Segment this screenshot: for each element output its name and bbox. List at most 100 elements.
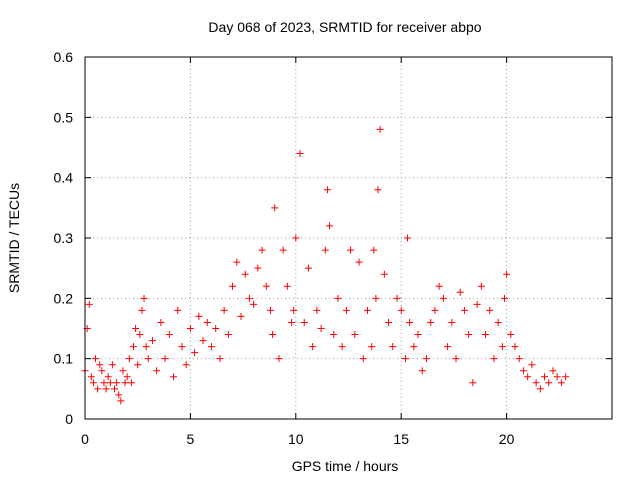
data-point [553, 373, 561, 381]
data-point [136, 331, 144, 339]
data-point [359, 355, 367, 363]
data-point [117, 397, 125, 405]
data-point [153, 367, 161, 375]
data-point [245, 294, 253, 302]
data-point [422, 355, 430, 363]
data-point [178, 343, 186, 351]
data-point [125, 355, 133, 363]
data-point [129, 343, 137, 351]
data-point [216, 355, 224, 363]
data-point [334, 294, 342, 302]
data-point [397, 306, 405, 314]
data-point [380, 270, 388, 278]
data-point [465, 331, 473, 339]
data-point [102, 385, 110, 393]
data-point [288, 318, 296, 326]
data-point [138, 306, 146, 314]
data-point [269, 331, 277, 339]
data-point [503, 270, 511, 278]
data-point [170, 373, 178, 381]
data-point [233, 258, 241, 266]
data-point [161, 355, 169, 363]
data-point [418, 367, 426, 375]
data-point [123, 373, 131, 381]
data-point [363, 306, 371, 314]
data-point [98, 367, 106, 375]
data-point [279, 246, 287, 254]
data-point [106, 379, 114, 387]
data-point [406, 318, 414, 326]
data-point [100, 379, 108, 387]
data-point [507, 331, 515, 339]
data-point [290, 306, 298, 314]
data-point [127, 379, 135, 387]
y-tick-label: 0.1 [54, 351, 74, 367]
y-tick-label: 0.6 [54, 49, 74, 65]
data-point [404, 234, 412, 242]
data-point [326, 222, 334, 230]
data-point [89, 379, 97, 387]
data-point [237, 312, 245, 320]
data-point [262, 282, 270, 290]
data-point [212, 325, 220, 332]
data-point [132, 325, 140, 332]
data-point [541, 373, 549, 381]
data-point [427, 318, 435, 326]
data-points [81, 125, 570, 405]
data-point [267, 306, 275, 314]
x-tick-label: 0 [81, 431, 89, 447]
data-point [410, 343, 418, 351]
data-point [473, 300, 481, 308]
data-point [85, 300, 93, 308]
data-point [414, 331, 422, 339]
data-point [113, 379, 121, 387]
data-point [452, 355, 460, 363]
data-point [494, 318, 502, 326]
data-point [283, 282, 291, 290]
data-point [229, 282, 237, 290]
data-point [456, 288, 464, 296]
data-point [104, 373, 112, 381]
data-point [323, 186, 331, 194]
data-point [300, 318, 308, 326]
data-point [355, 258, 363, 266]
data-point [368, 343, 376, 351]
data-point [92, 355, 100, 363]
data-point [515, 355, 523, 363]
data-point [96, 361, 104, 369]
data-point [486, 306, 494, 314]
data-point [142, 343, 150, 351]
data-point [482, 331, 490, 339]
x-tick-label: 10 [288, 431, 304, 447]
data-point [111, 385, 119, 393]
data-point [321, 246, 329, 254]
data-point [370, 246, 378, 254]
data-point [562, 373, 570, 381]
data-point [271, 204, 279, 212]
data-point [144, 355, 152, 363]
data-point [119, 367, 127, 375]
data-point [275, 355, 283, 363]
data-point [372, 294, 380, 302]
x-tick-label: 5 [187, 431, 195, 447]
data-point [500, 294, 508, 302]
axis-ticks: 0 0.1 0.2 0.3 0.4 0.5 0.6 0 5 10 15 20 [54, 49, 612, 447]
data-point [347, 246, 355, 254]
data-point [532, 379, 540, 387]
data-point [140, 294, 148, 302]
y-tick-label: 0.2 [54, 290, 74, 306]
data-point [431, 306, 439, 314]
data-point [389, 343, 397, 351]
data-point [134, 361, 142, 369]
data-point [115, 391, 123, 399]
data-point [292, 234, 300, 242]
data-point [524, 373, 532, 381]
data-point [203, 318, 211, 326]
data-point [460, 306, 468, 314]
data-point [313, 306, 321, 314]
x-tick-label: 15 [393, 431, 409, 447]
y-tick-label: 0.3 [54, 230, 74, 246]
data-point [199, 337, 207, 345]
data-point [241, 270, 249, 278]
